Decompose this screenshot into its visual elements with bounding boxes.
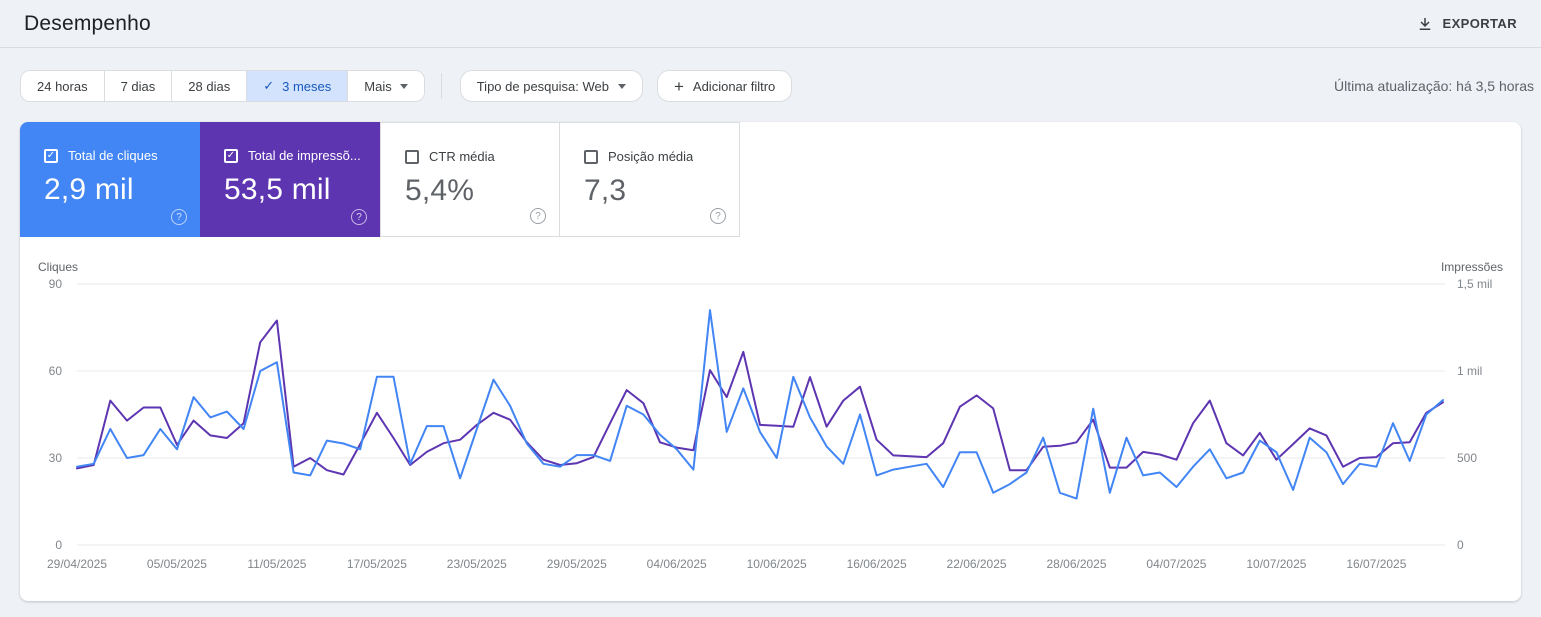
tab-28-dias[interactable]: 28 dias (171, 71, 247, 101)
svg-text:16/06/2025: 16/06/2025 (847, 557, 907, 571)
tab-7-dias[interactable]: 7 dias (103, 71, 172, 101)
metric-card-avg-ctr[interactable]: CTR média 5,4% ? (380, 122, 560, 237)
checkbox-unchecked-icon[interactable] (584, 149, 598, 164)
svg-text:22/06/2025: 22/06/2025 (947, 557, 1007, 571)
tab-24-horas[interactable]: 24 horas (21, 71, 104, 101)
chevron-down-icon (399, 83, 408, 89)
svg-text:1,5 mil: 1,5 mil (1457, 277, 1492, 291)
tab-3-meses[interactable]: ✓ 3 meses (246, 71, 348, 101)
metric-value: 53,5 mil (224, 173, 331, 206)
metric-label: CTR média (429, 149, 495, 164)
page-header: Desempenho EXPORTAR (0, 0, 1541, 48)
tab-label: 24 horas (37, 78, 88, 94)
export-label: EXPORTAR (1442, 16, 1517, 31)
svg-text:1 mil: 1 mil (1457, 364, 1482, 378)
svg-text:28/06/2025: 28/06/2025 (1046, 557, 1106, 571)
divider (440, 73, 442, 99)
check-icon: ✓ (263, 78, 275, 93)
last-update-text: Última atualização: há 3,5 horas (1334, 78, 1534, 94)
date-range-tabs: 24 horas 7 dias 28 dias ✓ 3 meses Mais (20, 70, 425, 102)
add-filter-label: Adicionar filtro (692, 78, 776, 94)
tab-label: 7 dias (120, 78, 156, 94)
svg-text:11/05/2025: 11/05/2025 (247, 557, 306, 571)
help-icon[interactable]: ? (351, 209, 367, 225)
tab-label: Mais (364, 78, 392, 94)
svg-text:60: 60 (49, 364, 63, 378)
download-icon (1416, 15, 1434, 33)
svg-text:10/06/2025: 10/06/2025 (747, 557, 807, 571)
metric-value: 5,4% (405, 174, 475, 207)
checkbox-checked-icon[interactable]: ✓ (44, 148, 58, 163)
tab-mais[interactable]: Mais (347, 71, 424, 101)
tab-label: 3 meses (282, 78, 332, 94)
performance-chart[interactable]: 90 60 30 0 1,5 mil 1 mil 500 0 Cliques Impressões… (20, 237, 1521, 601)
svg-text:29/05/2025: 29/05/2025 (547, 557, 607, 571)
metric-label: Posição média (608, 149, 694, 164)
svg-text:10/07/2025: 10/07/2025 (1246, 557, 1306, 571)
svg-text:Cliques: Cliques (38, 260, 78, 274)
export-button[interactable]: EXPORTAR (1408, 9, 1525, 39)
search-type-filter[interactable]: Tipo de pesquisa: Web (459, 70, 643, 102)
svg-text:04/07/2025: 04/07/2025 (1146, 557, 1206, 571)
help-icon[interactable]: ? (171, 209, 187, 225)
metric-value: 7,3 (584, 174, 627, 207)
svg-text:0: 0 (55, 538, 62, 552)
svg-text:23/05/2025: 23/05/2025 (447, 557, 507, 571)
svg-text:29/04/2025: 29/04/2025 (47, 557, 107, 571)
filter-bar: 24 horas 7 dias 28 dias ✓ 3 meses Mais T… (20, 70, 1534, 102)
plus-icon: + (673, 76, 684, 96)
svg-text:Impressões: Impressões (1441, 260, 1503, 274)
search-type-label: Tipo de pesquisa: Web (476, 78, 609, 94)
help-icon[interactable]: ? (530, 208, 546, 224)
add-filter-button[interactable]: + Adicionar filtro (656, 70, 793, 102)
svg-text:90: 90 (49, 277, 63, 291)
svg-text:16/07/2025: 16/07/2025 (1346, 557, 1406, 571)
metric-value: 2,9 mil (44, 173, 134, 206)
tab-label: 28 dias (188, 78, 231, 94)
metric-label: Total de impressõ... (248, 148, 361, 163)
page-title: Desempenho (24, 11, 151, 35)
svg-text:17/05/2025: 17/05/2025 (347, 557, 407, 571)
checkbox-checked-icon[interactable]: ✓ (224, 148, 238, 163)
help-icon[interactable]: ? (710, 208, 726, 224)
svg-text:04/06/2025: 04/06/2025 (647, 557, 707, 571)
chevron-down-icon (617, 83, 626, 89)
metric-label: Total de cliques (68, 148, 158, 163)
checkbox-unchecked-icon[interactable] (405, 149, 419, 164)
metric-card-total-impressions[interactable]: ✓ Total de impressõ... 53,5 mil ? (200, 122, 380, 237)
metric-card-total-clicks[interactable]: ✓ Total de cliques 2,9 mil ? (20, 122, 200, 237)
metric-cards: ✓ Total de cliques 2,9 mil ? ✓ Total de … (20, 122, 740, 237)
svg-text:05/05/2025: 05/05/2025 (147, 557, 207, 571)
svg-text:0: 0 (1457, 538, 1464, 552)
svg-text:30: 30 (49, 451, 63, 465)
metric-card-avg-position[interactable]: Posição média 7,3 ? (560, 122, 740, 237)
performance-panel: ✓ Total de cliques 2,9 mil ? ✓ Total de … (20, 122, 1521, 601)
svg-text:500: 500 (1457, 451, 1477, 465)
